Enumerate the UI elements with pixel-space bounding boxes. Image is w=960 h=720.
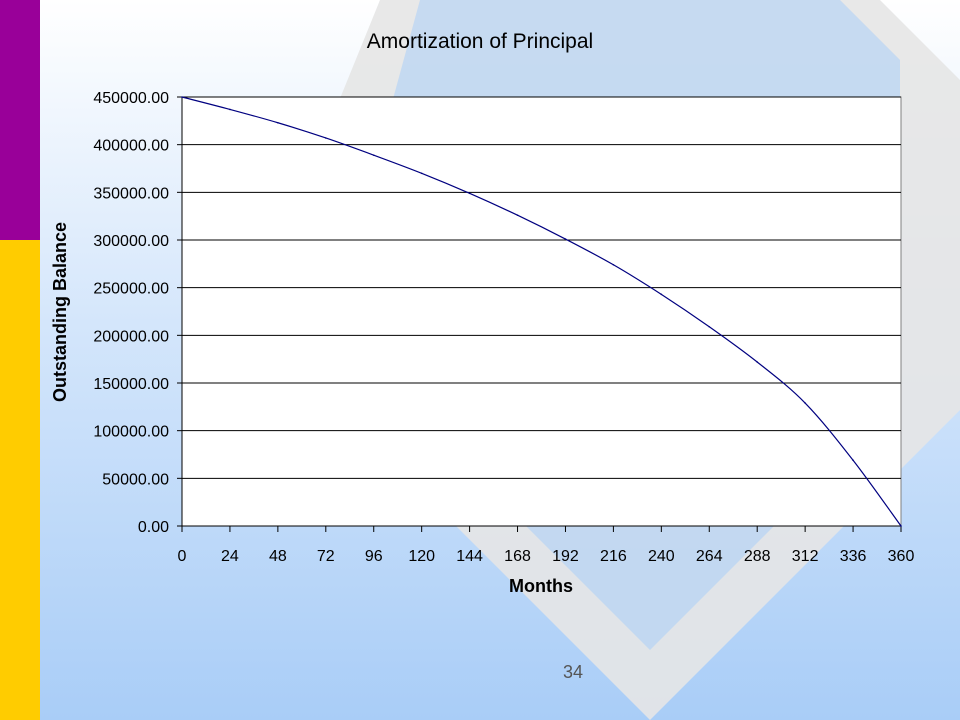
y-tick-label: 100000.00 (93, 424, 169, 441)
x-tick-label: 48 (269, 548, 287, 565)
data-point (900, 525, 902, 527)
x-tick-label: 72 (317, 548, 335, 565)
series-group (181, 96, 902, 527)
y-tick-label: 350000.00 (93, 185, 169, 202)
y-tick-label: 200000.00 (93, 328, 169, 345)
x-tick-label: 288 (744, 548, 771, 565)
x-tick-label: 96 (365, 548, 383, 565)
data-point (516, 214, 519, 217)
left-accent-bar-bottom (0, 240, 40, 720)
x-tick-label: 0 (178, 548, 187, 565)
x-axis-label: Months (509, 576, 573, 596)
y-tick-label: 150000.00 (93, 376, 169, 393)
y-axis-ticks: 0.00 50000.00 100000.00 150000.00 200000.00 2… (93, 90, 182, 536)
x-tick-label: 24 (221, 548, 239, 565)
x-tick-label: 336 (840, 548, 867, 565)
x-axis-ticks: 0 24 48 72 96 120 144 168 192 216 240 264 288 312 336 3… (178, 97, 915, 565)
data-point (468, 192, 471, 195)
data-point (852, 459, 854, 462)
y-tick-label: 400000.00 (93, 138, 169, 155)
x-tick-label: 168 (504, 548, 531, 565)
data-point (804, 402, 806, 404)
data-point (277, 121, 279, 124)
data-point (325, 137, 327, 139)
x-tick-label: 192 (552, 548, 579, 565)
page-number: 34 (562, 662, 584, 682)
data-point (660, 293, 663, 296)
data-point (564, 238, 567, 240)
data-point (756, 361, 758, 363)
data-point (181, 96, 183, 98)
gridlines (182, 96, 901, 527)
x-tick-label: 216 (600, 548, 627, 565)
y-axis-label: Outstanding Balance (50, 222, 70, 402)
y-tick-label: 0.00 (138, 519, 169, 536)
y-tick-label: 450000.00 (93, 90, 169, 107)
y-tick-label: 50000.00 (102, 471, 169, 488)
x-tick-label: 240 (648, 548, 675, 565)
x-tick-label: 144 (456, 548, 483, 565)
x-tick-label: 312 (792, 548, 819, 565)
y-tick-label: 300000.00 (93, 233, 169, 250)
data-point (229, 108, 231, 111)
series-line (181, 96, 902, 527)
data-point (420, 172, 423, 175)
x-tick-label: 264 (696, 548, 723, 565)
data-point (708, 325, 711, 328)
x-tick-label: 120 (408, 548, 435, 565)
chart-title: Amortization of Principal (367, 30, 593, 53)
left-accent-bar-top (0, 0, 40, 240)
x-tick-label: 360 (888, 548, 915, 565)
data-point (372, 154, 375, 156)
data-point (612, 263, 615, 266)
plot-area (181, 96, 902, 527)
y-tick-label: 250000.00 (93, 281, 169, 298)
